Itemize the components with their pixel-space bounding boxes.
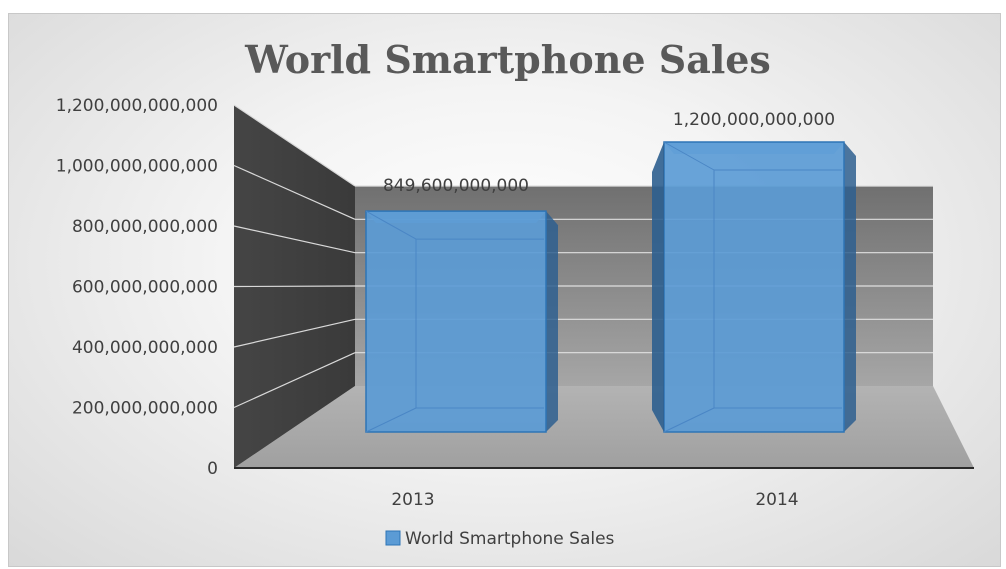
bar-front-face [365,210,547,433]
gridline-side [233,285,356,288]
bar-side-face [546,211,558,432]
bar-2014 [652,141,856,433]
x-tick-label: 2013 [391,490,434,510]
floor [234,386,974,468]
chart-plot: 0 200,000,000,000 400,000,000,000 600,000,0… [56,37,974,549]
bar-inner-edge [365,407,417,433]
gridline-side [233,225,356,254]
gridline-side [233,352,356,409]
bar-inner-edge [663,407,715,433]
gridline-side [233,318,356,348]
bar-2013 [365,210,558,433]
x-tick-label: 2014 [755,490,798,510]
gridline-side [233,104,356,187]
data-label: 849,600,000,000 [383,176,529,196]
chart-title: World Smartphone Sales [244,37,771,82]
bar-inner-edge [663,141,715,171]
chart-frame: 0 200,000,000,000 400,000,000,000 600,000,0… [8,13,1001,567]
y-tick-label: 600,000,000,000 [72,278,218,298]
bar-front-face [663,141,845,433]
legend-swatch [385,530,401,546]
y-tick-label: 400,000,000,000 [72,338,218,358]
y-tick-label: 1,200,000,000,000 [56,96,218,116]
y-tick-label: 0 [207,459,218,479]
y-tick-label: 800,000,000,000 [72,217,218,237]
data-label: 1,200,000,000,000 [673,110,835,130]
bar-inner-edge [365,210,417,240]
gridline-side [233,164,356,220]
bar-left-face [652,142,664,432]
legend: World Smartphone Sales [385,529,615,549]
y-tick-label: 200,000,000,000 [72,399,218,419]
bar-side-face [844,142,856,432]
legend-label: World Smartphone Sales [405,529,615,549]
y-tick-label: 1,000,000,000,000 [56,157,218,177]
